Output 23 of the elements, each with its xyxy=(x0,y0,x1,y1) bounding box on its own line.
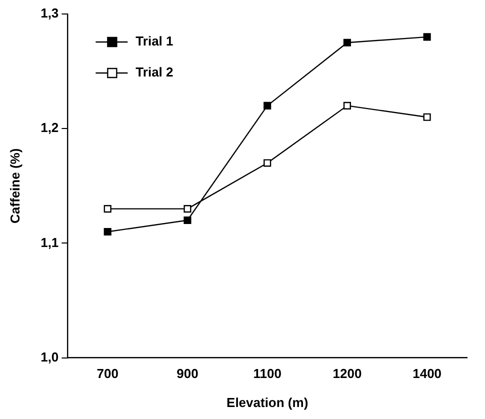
point xyxy=(184,205,192,213)
y-axis-title: Caffeine (%) xyxy=(7,148,22,224)
point xyxy=(423,33,431,41)
point xyxy=(184,216,192,224)
y-tick-label: 1,3 xyxy=(40,6,59,21)
point xyxy=(104,205,112,213)
point xyxy=(104,228,112,236)
point xyxy=(264,159,272,167)
legend-label: Trial 1 xyxy=(136,34,174,49)
x-tick-label: 900 xyxy=(176,366,198,382)
x-tick-label: 1400 xyxy=(412,366,442,382)
x-tick-label: 700 xyxy=(96,366,118,382)
y-tick-label: 1,1 xyxy=(40,234,59,250)
x-tick-label: 1200 xyxy=(332,366,362,382)
point xyxy=(423,113,431,121)
y-tick-label: 1,0 xyxy=(40,349,59,364)
point xyxy=(343,38,351,46)
y-tick-label: 1,2 xyxy=(40,120,59,136)
point xyxy=(343,102,351,110)
x-axis-title: Elevation (m) xyxy=(226,394,308,410)
legend-label: Trial 2 xyxy=(136,64,174,80)
point xyxy=(264,102,272,110)
x-tick-label: 1100 xyxy=(253,366,282,382)
